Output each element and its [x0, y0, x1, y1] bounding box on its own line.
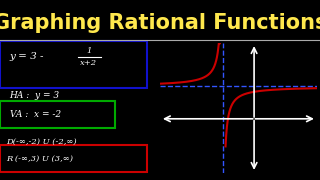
Text: HA :  y = 3: HA : y = 3 — [10, 91, 60, 100]
Text: Graphing Rational Functions: Graphing Rational Functions — [0, 13, 320, 33]
Text: D(-∞,-2) U (-2,∞): D(-∞,-2) U (-2,∞) — [6, 138, 77, 146]
Text: 1: 1 — [86, 47, 92, 55]
Text: VA :  x = -2: VA : x = -2 — [10, 110, 61, 119]
Text: R (-∞,3) U (3,∞): R (-∞,3) U (3,∞) — [6, 154, 73, 162]
Text: x+2: x+2 — [80, 59, 98, 67]
Text: y = 3 -: y = 3 - — [10, 52, 44, 61]
